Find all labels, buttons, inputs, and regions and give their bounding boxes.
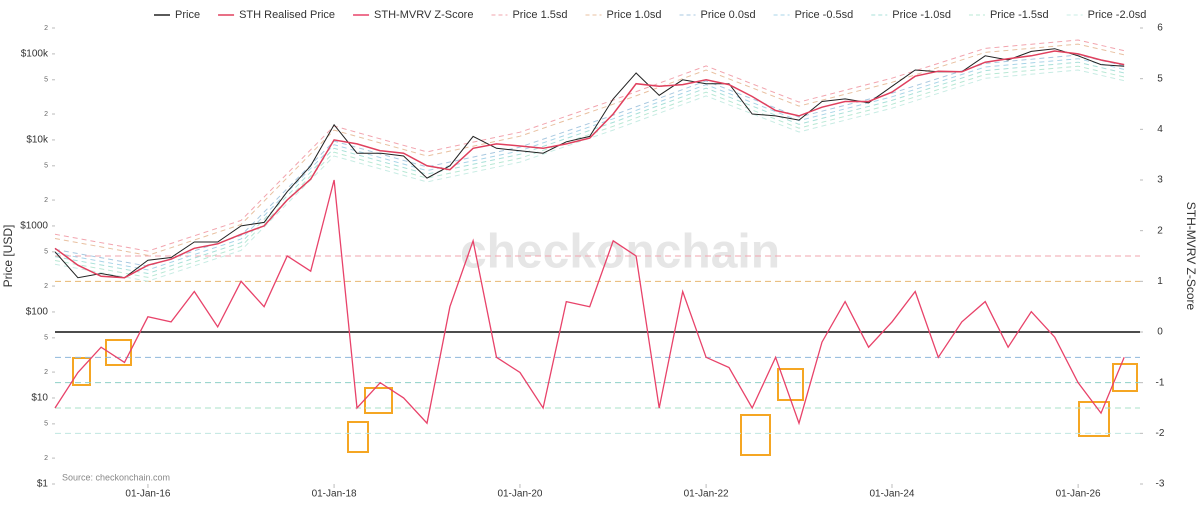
series-line <box>54 65 1125 278</box>
y-tick-label: $1000 <box>20 221 48 232</box>
highlight-box <box>72 357 91 386</box>
y-tick-label: 5 <box>44 77 48 84</box>
legend-label: Price <box>175 9 200 21</box>
series-line <box>54 58 1125 271</box>
y-tick-label: 2 <box>44 455 48 462</box>
legend-label: Price 1.0sd <box>607 9 662 21</box>
y-tick-label: $10 <box>31 393 48 404</box>
highlight-box <box>105 339 132 366</box>
y-tick-label: 5 <box>44 163 48 170</box>
y2-axis-label: STH-MVRV Z-Score <box>1184 202 1198 311</box>
y-tick-label: 2 <box>44 111 48 118</box>
legend-label: STH-MVRV Z-Score <box>374 9 473 21</box>
legend-label: Price -0.5sd <box>795 9 854 21</box>
legend: Price STH Realised Price STH-MVRV Z-Score P… <box>154 9 1146 21</box>
x-tick-label: 01-Jan-22 <box>684 489 729 500</box>
y2-tick-label: 0 <box>1157 327 1163 338</box>
y2-tick-label: 4 <box>1157 124 1163 135</box>
highlight-box <box>364 387 393 414</box>
watermark: checkonchain <box>460 226 780 279</box>
y2-tick-label: 3 <box>1157 175 1163 186</box>
legend-label: STH Realised Price <box>239 9 335 21</box>
y2-tick-label: 5 <box>1157 73 1163 84</box>
y-tick-label: 5 <box>44 335 48 342</box>
y-tick-label: $100k <box>21 49 49 60</box>
y2-tick-label: -2 <box>1156 428 1165 439</box>
series-line <box>54 50 1125 279</box>
x-tick-label: 01-Jan-16 <box>125 489 170 500</box>
x-tick-label: 01-Jan-26 <box>1056 489 1101 500</box>
y-tick-label: 5 <box>44 421 48 428</box>
legend-label: Price -1.5sd <box>990 9 1049 21</box>
legend-label: Price -1.0sd <box>892 9 951 21</box>
y2-tick-label: 2 <box>1157 225 1163 236</box>
y-tick-label: $10k <box>26 135 49 146</box>
x-tick-label: 01-Jan-24 <box>869 489 914 500</box>
y-tick-label: 2 <box>44 25 48 32</box>
series-line <box>54 69 1125 282</box>
y2-tick-label: -1 <box>1156 377 1165 388</box>
y-axis-label: Price [USD] <box>1 225 15 288</box>
y-tick-label: 2 <box>44 369 48 376</box>
y2-tick-label: 6 <box>1157 23 1163 34</box>
series-line <box>54 43 1125 256</box>
y-tick-label: $100 <box>26 307 49 318</box>
legend-label: Price 0.0sd <box>701 9 756 21</box>
legend-label: Price 1.5sd <box>512 9 567 21</box>
series-line <box>54 61 1125 275</box>
source-note: Source: checkonchain.com <box>62 472 170 482</box>
y2-tick-label: 1 <box>1157 276 1163 287</box>
y-tick-label: $1 <box>37 479 49 490</box>
series-line <box>54 39 1125 252</box>
y-tick-label: 2 <box>44 197 48 204</box>
y2-tick-label: -3 <box>1156 479 1165 490</box>
series-line <box>54 54 1125 267</box>
legend-label: Price -2.0sd <box>1088 9 1147 21</box>
highlight-box <box>1078 401 1110 437</box>
y-tick-label: 2 <box>44 283 48 290</box>
series-line <box>54 179 1125 426</box>
plot-area <box>54 39 1140 434</box>
x-tick-label: 01-Jan-18 <box>312 489 357 500</box>
highlight-box <box>347 421 369 453</box>
highlight-boxes <box>72 339 1138 456</box>
highlight-box <box>740 414 771 456</box>
y-tick-label: 5 <box>44 249 48 256</box>
highlight-box <box>1112 363 1138 392</box>
x-tick-label: 01-Jan-20 <box>497 489 542 500</box>
